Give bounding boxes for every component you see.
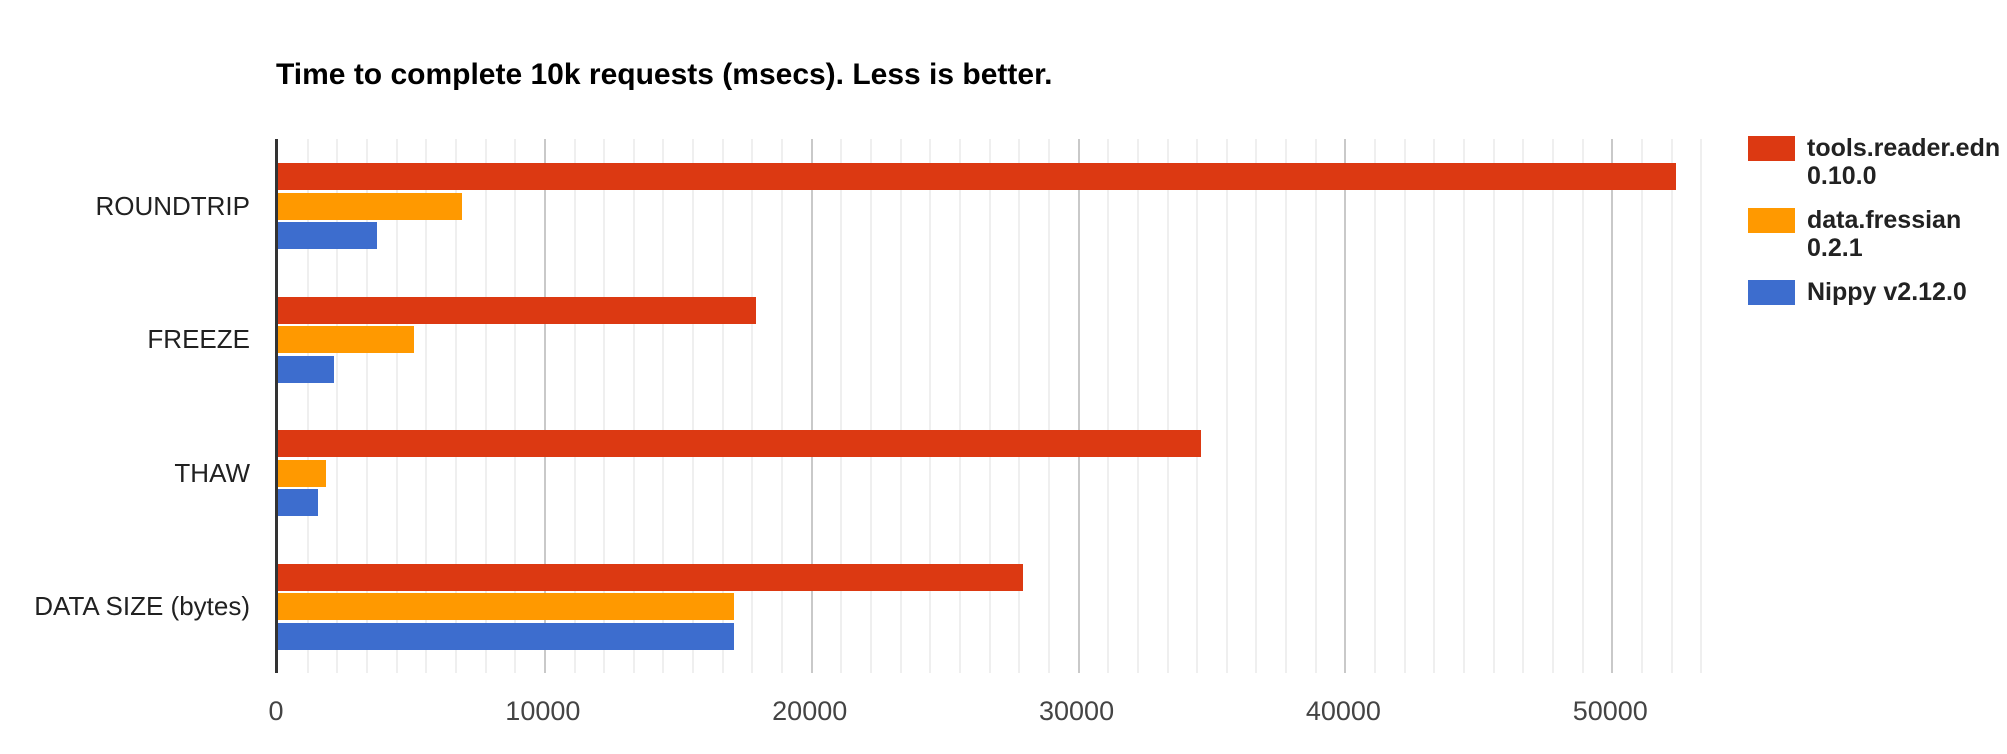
chart-title: Time to complete 10k requests (msecs). L… (276, 58, 1053, 91)
minor-gridline (425, 139, 428, 673)
minor-gridline (1374, 139, 1377, 673)
minor-gridline (1107, 139, 1110, 673)
minor-gridline (929, 139, 932, 673)
category-label: ROUNDTRIP (95, 190, 250, 221)
legend-item: tools.reader.edn 0.10.0 (1748, 134, 2003, 190)
major-gridline (810, 139, 813, 673)
bar[interactable] (278, 622, 735, 650)
minor-gridline (573, 139, 576, 673)
minor-gridline (632, 139, 635, 673)
legend-label: Nippy v2.12.0 (1807, 278, 1967, 306)
bar[interactable] (278, 489, 319, 516)
bar[interactable] (278, 593, 735, 620)
minor-gridline (721, 139, 724, 673)
minor-gridline (840, 139, 843, 673)
x-tick-label: 30000 (1039, 696, 1115, 726)
minor-gridline (1136, 139, 1139, 673)
x-tick-label: 10000 (505, 696, 581, 726)
minor-gridline (484, 139, 487, 673)
minor-gridline (1403, 139, 1406, 673)
legend-label: data.fressian 0.2.1 (1807, 206, 1962, 262)
minor-gridline (1551, 139, 1554, 673)
minor-gridline (1522, 139, 1525, 673)
x-tick-label: 40000 (1305, 696, 1381, 726)
minor-gridline (1463, 139, 1465, 673)
x-tick-label: 20000 (772, 696, 848, 726)
minor-gridline (958, 139, 961, 673)
category-label: FREEZE (147, 324, 250, 355)
bar[interactable] (278, 296, 756, 324)
bar[interactable] (278, 163, 1677, 190)
category-label: DATA SIZE (bytes) (34, 591, 250, 622)
legend-swatch (1748, 280, 1795, 305)
minor-gridline (1255, 139, 1258, 673)
minor-gridline (306, 139, 309, 673)
minor-gridline (1018, 139, 1021, 673)
minor-gridline (751, 139, 754, 673)
legend: tools.reader.edn 0.10.0 data.fressian 0.2.1… (1748, 134, 2003, 322)
bar[interactable] (278, 563, 1023, 591)
minor-gridline (1314, 139, 1317, 673)
major-gridline (543, 139, 546, 673)
minor-gridline (1196, 139, 1199, 673)
minor-gridline (988, 139, 991, 673)
bar[interactable] (278, 326, 415, 353)
minor-gridline (1225, 139, 1228, 673)
minor-gridline (1700, 139, 1703, 673)
minor-gridline (1581, 139, 1584, 673)
minor-gridline (1433, 139, 1436, 673)
minor-gridline (1285, 139, 1288, 673)
bar[interactable] (278, 459, 327, 487)
minor-gridline (514, 139, 517, 673)
major-gridline (1344, 139, 1347, 673)
legend-item: data.fressian 0.2.1 (1748, 206, 2003, 262)
minor-gridline (1670, 139, 1673, 673)
minor-gridline (781, 139, 784, 673)
minor-gridline (899, 139, 902, 673)
legend-item: Nippy v2.12.0 (1748, 278, 2003, 306)
minor-gridline (603, 139, 606, 673)
x-tick-label: 50000 (1572, 696, 1648, 726)
minor-gridline (692, 139, 695, 673)
y-axis-baseline (275, 139, 278, 673)
bar[interactable] (278, 355, 335, 383)
minor-gridline (1047, 139, 1050, 673)
legend-label: tools.reader.edn 0.10.0 (1807, 134, 2001, 190)
minor-gridline (1492, 139, 1495, 673)
x-tick-label: 0 (268, 696, 284, 726)
legend-swatch (1748, 136, 1795, 161)
minor-gridline (870, 139, 872, 673)
bar[interactable] (278, 430, 1202, 457)
minor-gridline (395, 139, 398, 673)
plot-area (278, 139, 1715, 673)
minor-gridline (336, 139, 339, 673)
minor-gridline (454, 139, 457, 673)
legend-swatch (1748, 208, 1795, 233)
category-label: THAW (174, 457, 250, 488)
bar[interactable] (278, 222, 377, 249)
minor-gridline (1166, 139, 1169, 673)
major-gridline (1611, 139, 1614, 673)
minor-gridline (1640, 139, 1643, 673)
major-gridline (1077, 139, 1080, 673)
bar[interactable] (278, 192, 463, 220)
minor-gridline (662, 139, 665, 673)
minor-gridline (365, 139, 368, 673)
